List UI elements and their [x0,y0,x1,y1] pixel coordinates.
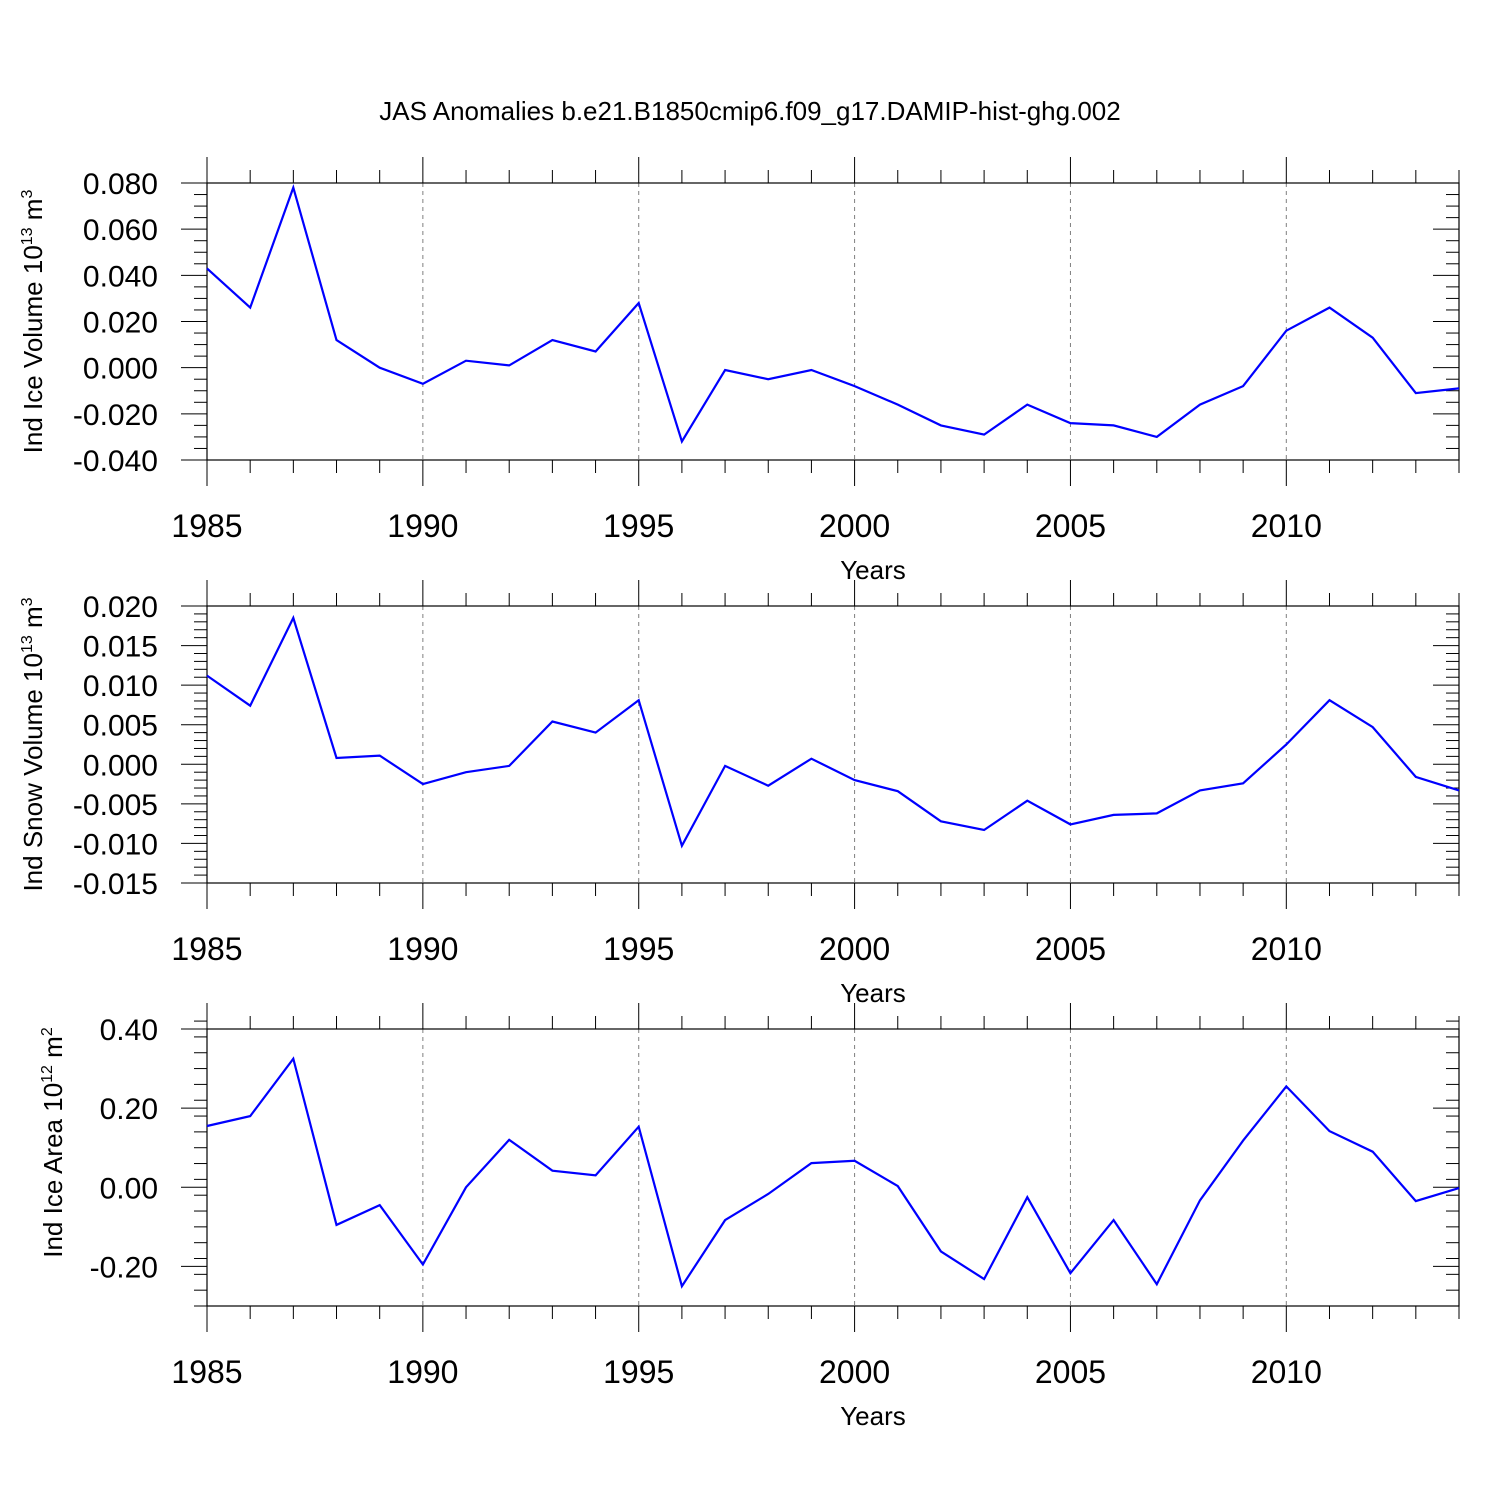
x-axis-title: Years [840,555,906,585]
y-axis-title-unit-exponent: 2 [39,1027,56,1036]
plot-frame [206,605,1460,884]
y-tick-label: -0.015 [73,868,158,901]
x-tick-label: 1995 [603,931,674,967]
y-tick-label: 0.20 [100,1093,158,1126]
y-tick-label: 0.015 [83,631,158,664]
y-axis-title-unit-exponent: 3 [19,597,36,606]
y-axis-title-unit: m [18,606,48,635]
y-axis-title: Ind Ice Volume 1013 m3 [18,190,48,454]
figure-title: JAS Anomalies b.e21.B1850cmip6.f09_g17.D… [379,96,1120,126]
chart-panel-1: 1985 1990 1995 2000 2005 2010 Years -0.040 -0.02… [18,157,1460,585]
y-tick-label: 0.020 [83,307,158,340]
y-axis-title-unit: m [38,1036,68,1065]
y-tick-label: -0.005 [73,789,158,822]
y-axis-title-exponent: 13 [19,635,36,653]
y-axis-title: Ind Snow Volume 1013 m3 [18,597,48,891]
x-tick-label: 2010 [1251,1354,1322,1390]
x-tick-label: 1995 [603,1354,674,1390]
x-tick-label: 1990 [387,931,458,967]
y-tick-label: 0.040 [83,260,158,293]
y-tick-label: 0.010 [83,670,158,703]
series-line [206,184,1460,445]
x-tick-label: 1985 [171,931,242,967]
plot-frame [206,1028,1460,1307]
y-axis-title-unit: m [18,199,48,228]
chart-panel-3: 1985 1990 1995 2000 2005 2010 Years -0.20 0.00 0.… [38,1003,1460,1431]
x-tick-label: 1985 [171,508,242,544]
x-tick-label: 2005 [1035,1354,1106,1390]
x-tick-label: 1985 [171,1354,242,1390]
y-tick-label: 0.40 [100,1014,158,1047]
y-tick-label: -0.040 [73,445,158,478]
y-tick-label: 0.020 [83,591,158,624]
x-tick-label: 2005 [1035,931,1106,967]
x-tick-label: 2000 [819,1354,890,1390]
y-tick-label: 0.00 [100,1172,158,1205]
y-tick-label: 0.060 [83,214,158,247]
y-axis-title-exponent: 12 [39,1065,56,1083]
plots-container: 1985 1990 1995 2000 2005 2010 Years -0.040 -0.02… [18,157,1460,1431]
y-axis-title-exponent: 13 [19,227,36,245]
x-tick-label: 1990 [387,1354,458,1390]
x-axis-title: Years [840,1401,906,1431]
y-tick-label: 0.080 [83,168,158,201]
y-axis-title-text: Ind Ice Volume 10 [18,245,48,453]
y-tick-label: -0.20 [90,1251,158,1284]
x-tick-label: 1990 [387,508,458,544]
series-line [206,1056,1460,1289]
y-axis-title: Ind Ice Area 1012 m2 [38,1027,68,1258]
y-tick-label: -0.010 [73,828,158,861]
x-tick-label: 1995 [603,508,674,544]
x-tick-label: 2000 [819,931,890,967]
x-tick-label: 2005 [1035,508,1106,544]
y-tick-label: 0.000 [83,353,158,386]
y-axis-title-text: Ind Snow Volume 10 [18,653,48,892]
y-tick-label: -0.020 [73,399,158,432]
x-axis-title: Years [840,978,906,1008]
series-line [206,614,1460,849]
y-axis-title-text: Ind Ice Area 10 [38,1083,68,1258]
x-tick-label: 2010 [1251,508,1322,544]
chart-panel-2: 1985 1990 1995 2000 2005 2010 Years -0.015 -0.01… [18,580,1460,1008]
y-tick-label: 0.000 [83,749,158,782]
x-tick-label: 2010 [1251,931,1322,967]
y-tick-label: 0.005 [83,710,158,743]
y-axis-title-unit-exponent: 3 [19,190,36,199]
x-tick-label: 2000 [819,508,890,544]
